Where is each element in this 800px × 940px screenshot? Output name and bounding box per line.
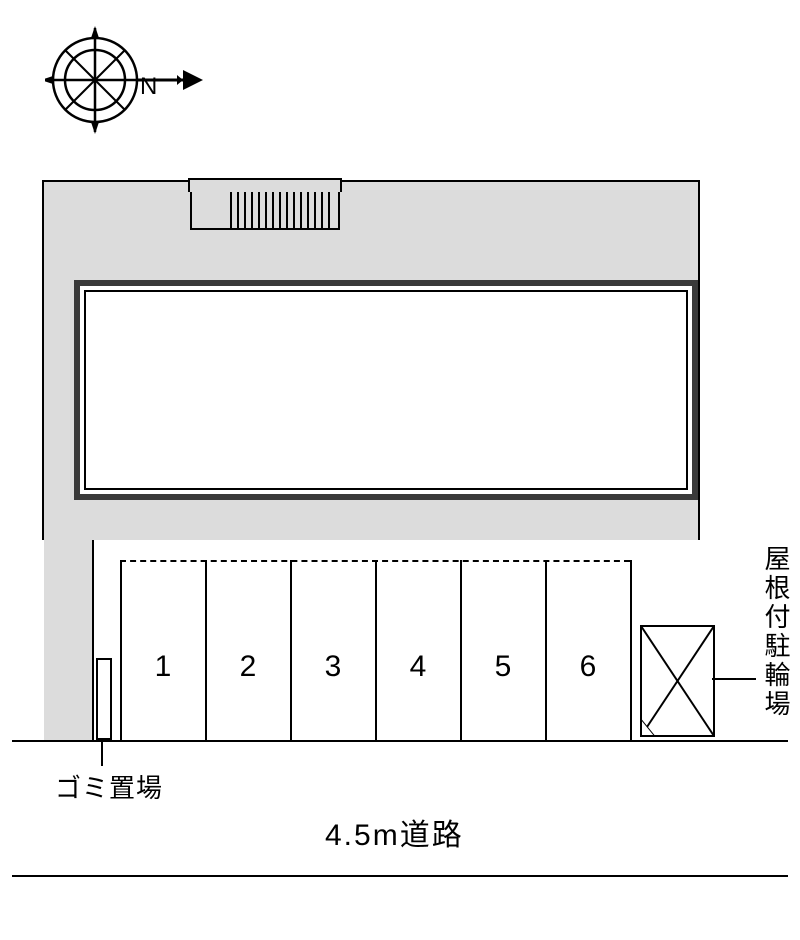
trash-area xyxy=(96,658,112,740)
stairs-hatch xyxy=(230,192,335,228)
bike-parking-label: 屋根付駐輪場 xyxy=(758,545,795,719)
trash-label: ゴミ置場 xyxy=(55,768,163,805)
parking-divider xyxy=(375,560,377,740)
bike-parking-box xyxy=(640,625,715,737)
parking-divider xyxy=(120,560,122,740)
parking-divider xyxy=(460,560,462,740)
road-line xyxy=(12,875,788,877)
parking-divider xyxy=(630,560,632,740)
compass-icon xyxy=(45,20,215,145)
building-inner-border xyxy=(84,290,688,490)
parking-divider xyxy=(205,560,207,740)
parking-stall-number: 6 xyxy=(573,650,603,684)
left-strip-border xyxy=(92,540,94,740)
ground-line xyxy=(12,740,788,742)
compass-direction-label: N xyxy=(140,73,157,101)
left-gray-strip xyxy=(44,540,94,740)
building-outline xyxy=(74,280,698,500)
parking-area xyxy=(42,540,700,742)
parking-stall-number: 5 xyxy=(488,650,518,684)
stairs-notch xyxy=(188,178,342,192)
parking-stall-number: 3 xyxy=(318,650,348,684)
parking-divider xyxy=(545,560,547,740)
parking-stall-number: 4 xyxy=(403,650,433,684)
parking-stall-number: 1 xyxy=(148,650,178,684)
bike-parking-leader-line xyxy=(712,678,756,680)
parking-divider xyxy=(290,560,292,740)
parking-stall-number: 2 xyxy=(233,650,263,684)
trash-leader-line xyxy=(101,742,103,766)
road-label: 4.5m道路 xyxy=(325,810,464,854)
